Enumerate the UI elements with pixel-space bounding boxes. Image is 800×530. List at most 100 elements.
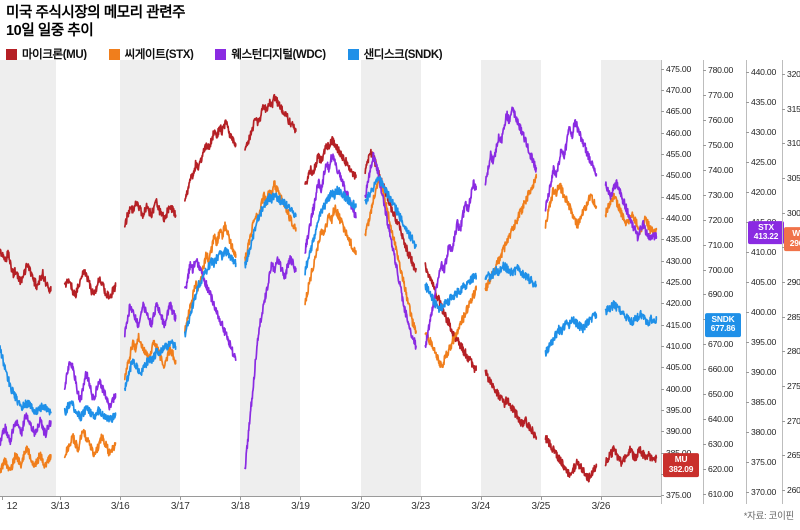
price-badge-sndk[interactable]: SNDK 677.86 bbox=[705, 312, 741, 337]
axis-tick bbox=[703, 169, 706, 171]
axis-tick-label: 650.00 bbox=[708, 389, 734, 400]
series-path-wdc bbox=[123, 301, 177, 338]
series-path-stx bbox=[304, 204, 357, 306]
axis-tick-label: 460.00 bbox=[666, 127, 692, 138]
axis-tick-label: 420.00 bbox=[751, 187, 777, 197]
series-path-mu bbox=[424, 262, 477, 374]
axis-tick-label: 385.00 bbox=[751, 397, 777, 407]
series-path-mu bbox=[364, 148, 417, 273]
price-badge-stx[interactable]: STX 413.22 bbox=[748, 220, 784, 245]
source-note: *자료: 코이핀 bbox=[743, 511, 795, 522]
axis-tick bbox=[782, 420, 785, 422]
legend-swatch-mu bbox=[6, 48, 17, 60]
legend-label: 샌디스크(SNDK) bbox=[363, 49, 443, 61]
axis-tick bbox=[782, 108, 785, 110]
axis-tick bbox=[661, 132, 664, 134]
axis-tick-label: 660.00 bbox=[708, 364, 734, 375]
axis-tick-label: 740.00 bbox=[708, 164, 734, 175]
axis-tick-label: 425.00 bbox=[751, 157, 777, 167]
axis-spine bbox=[703, 60, 704, 504]
axis-tick-label: 710.00 bbox=[708, 239, 734, 250]
x-tick bbox=[360, 496, 362, 500]
price-badge-mu[interactable]: MU 382.09 bbox=[663, 453, 699, 478]
series-path-stx bbox=[364, 174, 417, 335]
session-bands bbox=[0, 60, 661, 496]
axis-tick-label: 630.00 bbox=[708, 439, 734, 450]
axis-tick bbox=[746, 372, 749, 373]
axis-tick bbox=[782, 177, 785, 179]
series-path-stx bbox=[63, 428, 117, 459]
series-path-sndk bbox=[484, 261, 538, 288]
axis-tick bbox=[703, 444, 706, 446]
series-path-wdc bbox=[0, 412, 52, 447]
axis-tick-label: 375.00 bbox=[666, 490, 692, 501]
axis-tick-label: 450.00 bbox=[666, 170, 692, 181]
axis-tick bbox=[661, 111, 664, 113]
axis-tick bbox=[703, 319, 706, 321]
axis-tick bbox=[746, 72, 749, 73]
series-lines bbox=[0, 93, 658, 483]
chart-legend: 마이크론(MU) 씨게이트(STX) 웨스턴디지털(WDC) 샌디스크(SNDK) bbox=[6, 46, 464, 62]
x-tick bbox=[300, 496, 302, 500]
axis-tick bbox=[661, 175, 664, 177]
session-band bbox=[600, 60, 661, 496]
axis-tick bbox=[661, 282, 664, 283]
series-path-sndk bbox=[184, 246, 237, 338]
axis-tick-label: 770.00 bbox=[708, 89, 734, 100]
axis-tick-label: 730.00 bbox=[708, 189, 734, 200]
series-path-mu bbox=[604, 445, 658, 467]
axis-tick-label: 390.00 bbox=[751, 367, 777, 377]
series-path-mu bbox=[123, 197, 177, 228]
axis-tick-label: 285.00 bbox=[787, 311, 800, 322]
axis-tick bbox=[782, 247, 785, 249]
axis-tick bbox=[703, 219, 706, 221]
axis-tick-label: 410.00 bbox=[666, 341, 692, 352]
series-path-mu bbox=[63, 268, 117, 300]
axis-tick bbox=[661, 474, 664, 476]
price-badge-wdc[interactable]: WDC296.14 bbox=[784, 227, 800, 252]
x-tick-label: 3/25 bbox=[531, 501, 551, 512]
axis-tick-label: 390.00 bbox=[666, 426, 692, 437]
axis-tick-label: 290.00 bbox=[787, 277, 800, 287]
x-tick bbox=[540, 496, 542, 500]
axis-tick-label: 430.00 bbox=[666, 255, 692, 266]
axis-tick-label: 370.00 bbox=[751, 487, 777, 497]
axis-tick bbox=[746, 342, 749, 343]
x-tick bbox=[60, 496, 62, 500]
series-path-mu bbox=[544, 434, 598, 483]
axis-tick-label: 610.00 bbox=[708, 489, 734, 500]
x-axis-ticks: 12 3/13 3/16 3/17 3/18 3/19 3/20 3/23 3/24 3/25 3/… bbox=[0, 496, 661, 518]
axis-tick bbox=[703, 344, 706, 346]
x-tick bbox=[480, 496, 482, 500]
badge-ticker: STX bbox=[758, 221, 774, 232]
axis-tick bbox=[703, 369, 706, 371]
axis-tick-label: 385.00 bbox=[666, 448, 691, 458]
series-path-stx bbox=[244, 180, 297, 263]
axis-tick-label: 780.00 bbox=[708, 64, 734, 75]
axis-tick bbox=[703, 69, 706, 71]
axis-tick bbox=[703, 244, 706, 246]
axis-tick bbox=[782, 490, 785, 492]
x-tick bbox=[420, 496, 422, 500]
axis-tick bbox=[661, 260, 664, 262]
legend-item-mu: 마이크론(MU) bbox=[6, 46, 87, 62]
axis-tick bbox=[661, 239, 664, 241]
legend-item-wdc: 웨스턴디지털(WDC) bbox=[215, 46, 326, 62]
series-path-sndk bbox=[544, 311, 598, 357]
axis-tick bbox=[746, 192, 749, 193]
legend-label: 마이크론(MU) bbox=[22, 49, 87, 61]
axis-tick-label: 265.00 bbox=[787, 450, 800, 461]
axis-tick-label: 470.00 bbox=[666, 84, 692, 95]
series-path-sndk bbox=[63, 400, 117, 424]
series-path-wdc bbox=[484, 106, 538, 186]
series-path-mu bbox=[244, 93, 297, 151]
series-path-wdc bbox=[604, 179, 658, 242]
axis-tick-label: 700.00 bbox=[708, 264, 734, 275]
axis-tick-label: 445.00 bbox=[666, 191, 692, 202]
axis-tick-label: 420.00 bbox=[666, 298, 692, 309]
axis-tick bbox=[661, 89, 664, 91]
axis-tick-label: 270.00 bbox=[787, 415, 800, 426]
x-tick-label: 3/17 bbox=[170, 501, 190, 512]
axis-tick-label: 275.00 bbox=[787, 381, 800, 392]
session-band bbox=[120, 60, 181, 496]
